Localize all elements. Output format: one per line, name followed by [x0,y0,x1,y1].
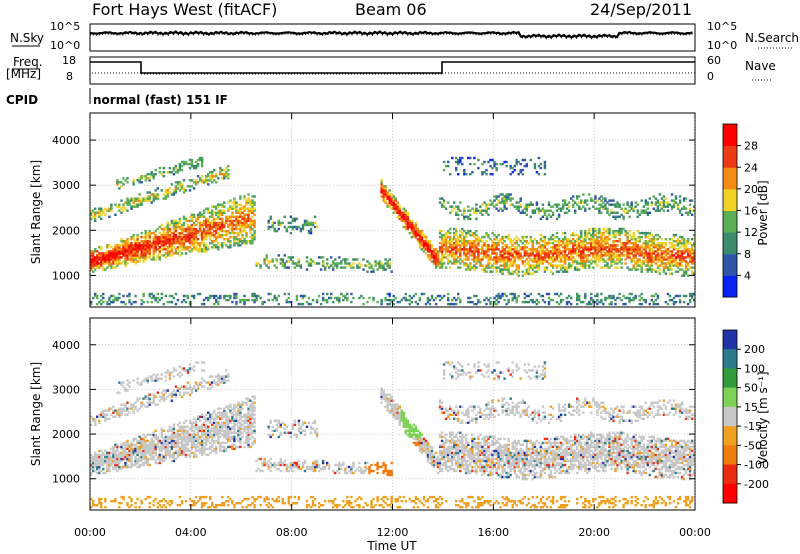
cpid-label: CPID [6,93,38,107]
power-colorbar-tick: 20 [744,183,758,196]
freq-tick-top: 18 [62,54,76,67]
velocity-y-tick-label: 2000 [52,428,80,441]
power-colorbar-swatch [723,253,737,276]
velocity-colorbar-swatch [723,426,737,446]
power-colorbar-tick: 24 [744,161,758,174]
velocity-colorbar-tick: 200 [744,343,765,356]
velocity-colorbar-tick: 100 [744,362,765,375]
nave-tick-top: 60 [707,54,721,67]
velocity-y-tick-label: 1000 [52,473,80,486]
velocity-colorbar-tick: -200 [744,478,769,491]
power-colorbar-swatch [723,210,737,233]
n-search-label: N.Search [745,31,799,45]
x-tick-label: 16:00 [477,526,509,539]
x-tick-label: 00:00 [74,526,106,539]
nave-tick-bottom: 0 [707,70,714,83]
power-colorbar-swatch [723,188,737,211]
x-tick-label: 04:00 [175,526,207,539]
power-colorbar-tick: 12 [744,226,758,239]
nave-label: Nave [745,59,776,73]
velocity-colorbar-tick: -15 [744,420,762,433]
freq-panel-frame [89,56,696,85]
x-axis-label: Time UT [366,539,417,553]
power-colorbar-swatch [723,145,737,168]
beam-label: Beam 06 [355,0,427,19]
power-y-tick-label: 1000 [52,269,80,282]
velocity-y-tick-label: 3000 [52,383,80,396]
velocity-colorbar-swatch [723,368,737,389]
power-colorbar-swatch [723,124,737,147]
power-colorbar-swatch [723,232,737,255]
date-label: 24/Sep/2011 [590,0,693,19]
velocity-colorbar-swatch [723,349,737,369]
velocity-colorbar-tick: -100 [744,459,769,472]
velocity-colorbar-tick: -50 [744,439,762,452]
power-colorbar-tick: 4 [744,269,751,282]
x-tick-label: 12:00 [377,526,409,539]
power-y-axis-label: Slant Range [km] [29,160,43,264]
velocity-colorbar-label: Velocity [m s⁻¹] [756,371,770,464]
velocity-colorbar: 200 100 50 15 -15 -50 -100 -200 [722,329,769,504]
chart-title: Fort Hays West (fitACF) [92,0,278,19]
power-colorbar-swatch [723,167,737,190]
velocity-heatmap [90,361,695,509]
power-colorbar-tick: 16 [744,205,758,218]
power-y-tick-label: 4000 [52,134,80,147]
freq-tick-bottom: 8 [66,70,73,83]
power-colorbar-label: Power [dB] [756,180,770,245]
power-colorbar-tick: 8 [744,248,751,261]
x-tick-label: 00:00 [679,526,711,539]
velocity-y-tick-label: 4000 [52,339,80,352]
velocity-colorbar-swatch [723,330,737,350]
status-panel-frame [89,23,696,52]
velocity-y-axis-label: Slant Range [km] [29,362,43,466]
status-right-tick-bottom: 10^0 [707,39,737,52]
status-right-tick-top: 10^5 [707,20,737,33]
velocity-colorbar-tick: 50 [744,382,758,395]
power-heatmap [90,156,695,306]
power-colorbar-swatch [723,275,737,298]
velocity-colorbar-swatch [723,387,737,408]
freq-trace [90,61,695,74]
status-left-tick-top: 10^5 [50,20,80,33]
n-sky-trace [89,30,693,40]
power-colorbar: 4 8 12 16 20 24 28 [722,123,758,298]
velocity-colorbar-swatch [723,483,737,504]
nave-trace [92,72,695,75]
freq-label: Freq. [13,55,43,69]
status-left-tick-bottom: 10^0 [50,39,80,52]
power-colorbar-tick: 28 [744,140,758,153]
velocity-colorbar-swatch [723,464,737,485]
x-tick-label: 08:00 [276,526,308,539]
n-sky-label: N.Sky [10,31,44,45]
cpid-text: normal (fast) 151 IF [93,93,228,107]
velocity-grid [89,318,696,510]
power-y-tick-label: 2000 [52,224,80,237]
freq-unit: [MHz] [6,67,41,81]
velocity-colorbar-swatch [723,445,737,466]
power-y-tick-label: 3000 [52,179,80,192]
x-tick-label: 20:00 [578,526,610,539]
power-grid [89,113,696,307]
velocity-colorbar-swatch [723,406,737,427]
velocity-colorbar-tick: 15 [744,401,758,414]
